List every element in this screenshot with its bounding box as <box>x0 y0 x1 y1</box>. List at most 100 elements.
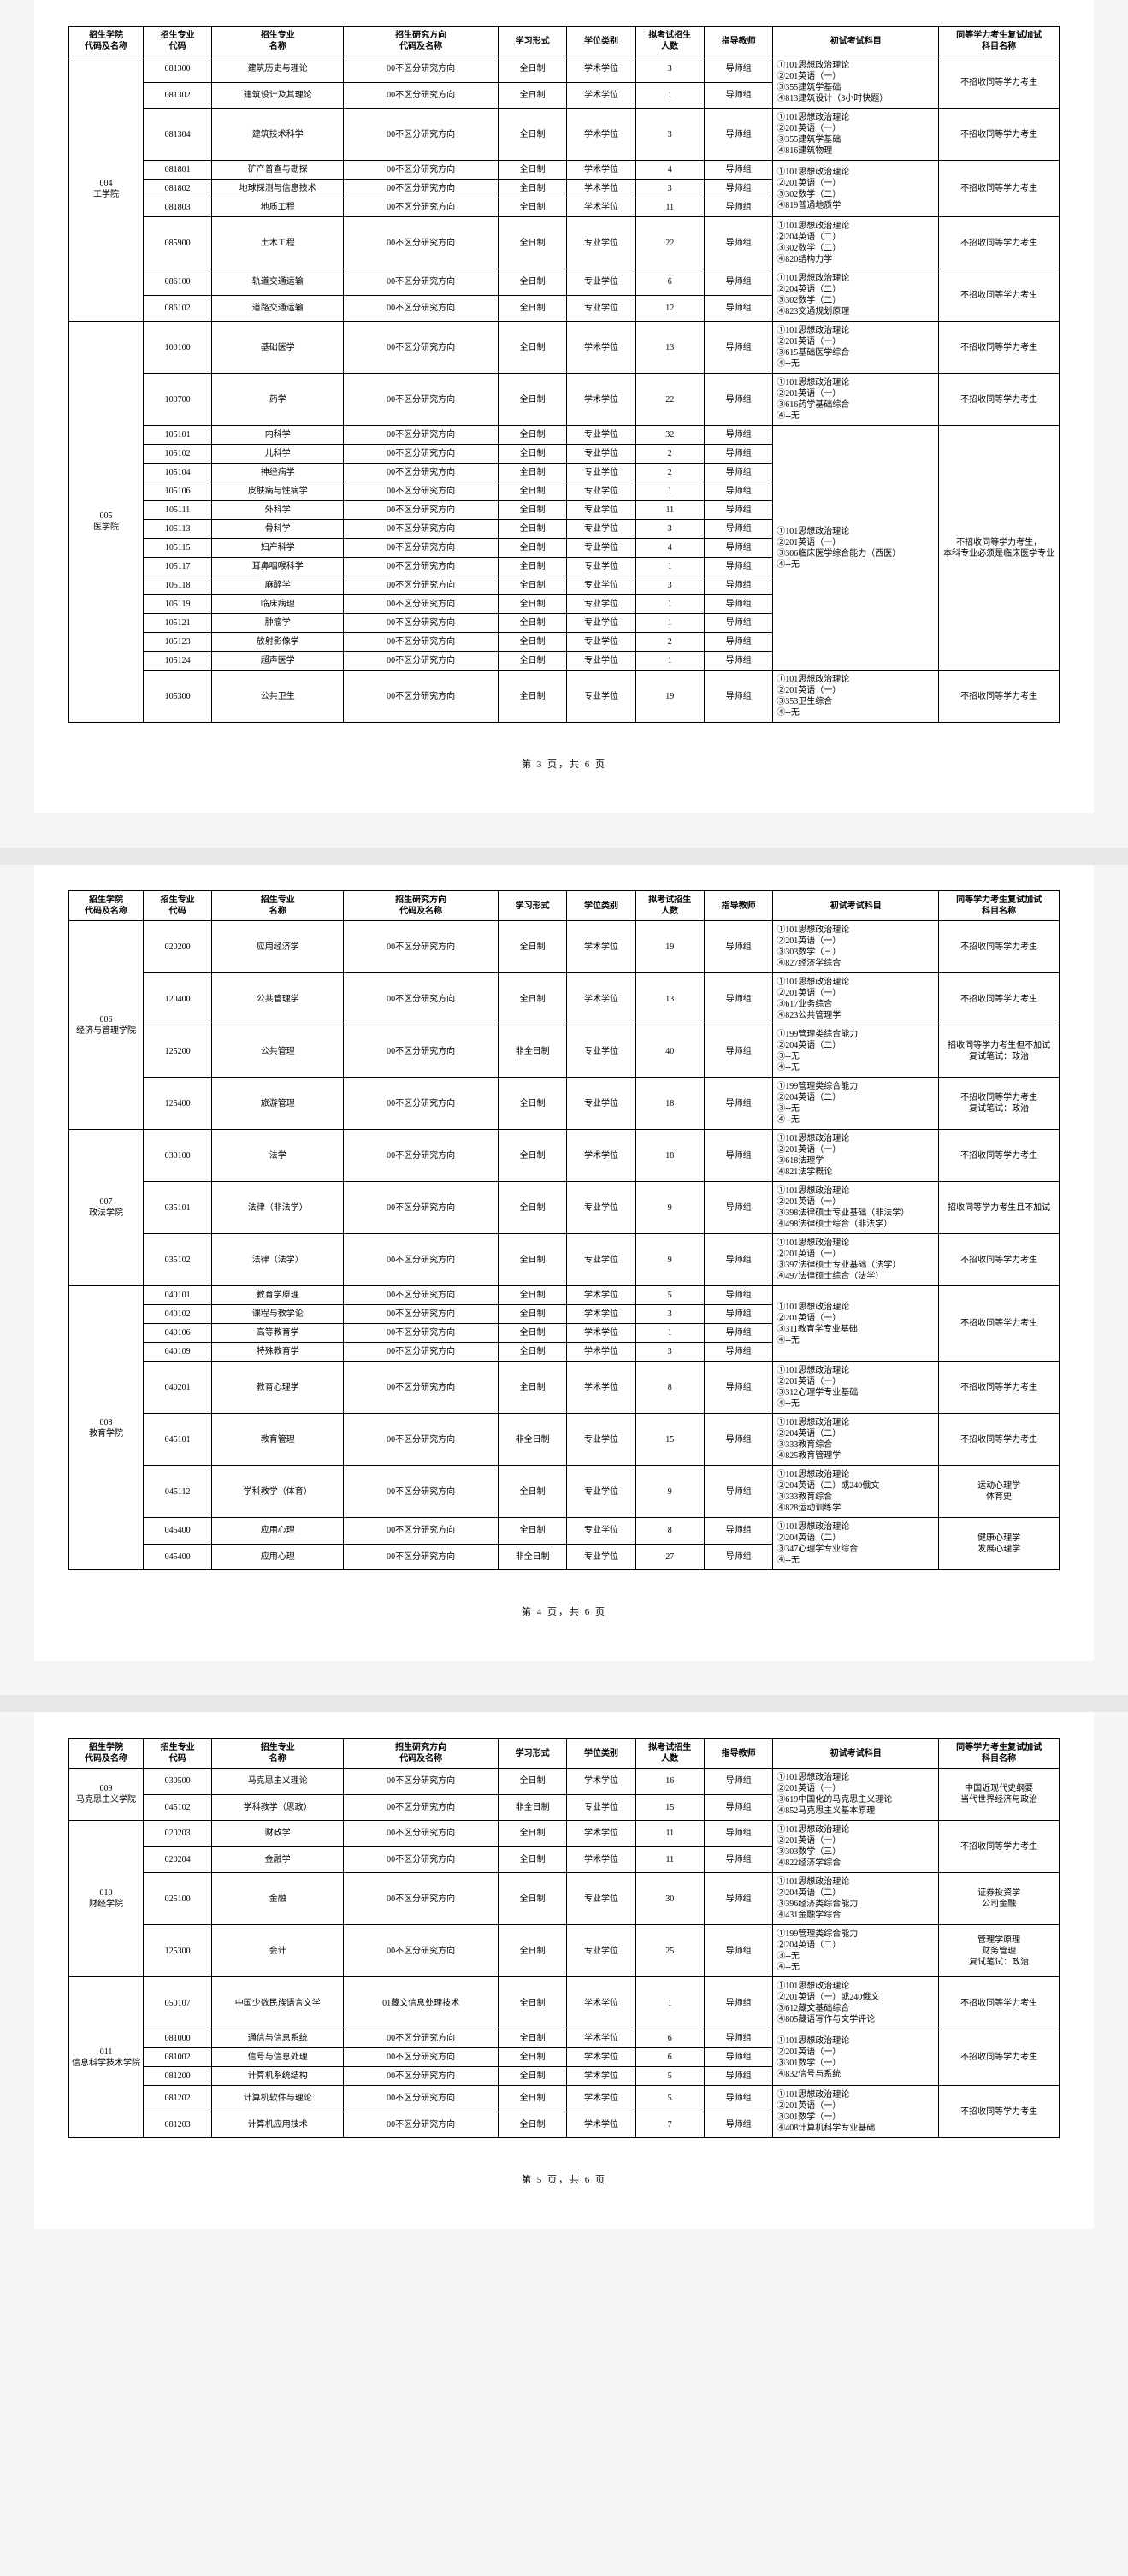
major-name: 财政学 <box>212 1821 344 1847</box>
direction: 00不区分研究方向 <box>344 633 499 652</box>
enroll-num: 12 <box>635 295 704 322</box>
major-name: 计算机软件与理论 <box>212 2086 344 2112</box>
direction: 00不区分研究方向 <box>344 1846 499 1873</box>
enroll-num: 1 <box>635 595 704 614</box>
note-cell: 不招收同等学力考生 <box>939 56 1060 109</box>
dept-cell: 008教育学院 <box>69 1286 144 1570</box>
major-name: 金融 <box>212 1873 344 1925</box>
major-code: 105119 <box>144 595 212 614</box>
enroll-num: 7 <box>635 2112 704 2138</box>
degree-type: 学术学位 <box>567 1977 635 2029</box>
note-cell: 不招收同等学力考生 <box>939 2086 1060 2138</box>
direction: 00不区分研究方向 <box>344 576 499 595</box>
study-form: 全日制 <box>499 1518 567 1545</box>
exam-subjects: ①101思想政治理论②201英语（一）或240俄文③612藏文基础综合④805藏… <box>773 1977 939 2029</box>
tutor: 导师组 <box>704 614 772 633</box>
study-form: 全日制 <box>499 501 567 520</box>
degree-type: 学术学位 <box>567 2112 635 2138</box>
page-footer: 第 5 页，共 6 页 <box>68 2172 1060 2186</box>
table-row: 007政法学院030100法学00不区分研究方向全日制学术学位18导师组①101… <box>69 1130 1060 1182</box>
direction: 00不区分研究方向 <box>344 614 499 633</box>
major-name: 建筑设计及其理论 <box>212 82 344 109</box>
degree-type: 专业学位 <box>567 652 635 671</box>
direction: 00不区分研究方向 <box>344 322 499 374</box>
degree-type: 学术学位 <box>567 973 635 1025</box>
study-form: 全日制 <box>499 295 567 322</box>
major-code: 086100 <box>144 269 212 296</box>
direction: 00不区分研究方向 <box>344 161 499 180</box>
direction: 00不区分研究方向 <box>344 1324 499 1343</box>
direction: 00不区分研究方向 <box>344 482 499 501</box>
note-cell: 不招收同等学力考生 <box>939 921 1060 973</box>
page: 招生学院代码及名称招生专业代码招生专业名称招生研究方向代码及名称学习形式学位类别… <box>34 0 1094 813</box>
enroll-num: 4 <box>635 539 704 558</box>
tutor: 导师组 <box>704 1362 772 1414</box>
page: 招生学院代码及名称招生专业代码招生专业名称招生研究方向代码及名称学习形式学位类别… <box>34 1712 1094 2229</box>
degree-type: 专业学位 <box>567 1925 635 1977</box>
direction: 00不区分研究方向 <box>344 558 499 576</box>
study-form: 全日制 <box>499 1130 567 1182</box>
note-cell: 不招收同等学力考生 <box>939 2029 1060 2086</box>
enroll-num: 6 <box>635 269 704 296</box>
major-name: 公共卫生 <box>212 671 344 723</box>
direction: 00不区分研究方向 <box>344 426 499 445</box>
degree-type: 专业学位 <box>567 520 635 539</box>
major-name: 神经病学 <box>212 464 344 482</box>
tutor: 导师组 <box>704 295 772 322</box>
column-header: 同等学力考生复试加试科目名称 <box>939 27 1060 56</box>
table-row: 011信息科学技术学院050107中国少数民族语言文学01藏文信息处理技术全日制… <box>69 1977 1060 2029</box>
dept-cell: 009马克思主义学院 <box>69 1769 144 1821</box>
major-name: 法学 <box>212 1130 344 1182</box>
tutor: 导师组 <box>704 161 772 180</box>
degree-type: 学术学位 <box>567 374 635 426</box>
exam-subjects: ①101思想政治理论②201英语（一）③311教育学专业基础④--无 <box>773 1286 939 1362</box>
enroll-num: 18 <box>635 1130 704 1182</box>
major-code: 040101 <box>144 1286 212 1305</box>
degree-type: 学术学位 <box>567 2029 635 2048</box>
direction: 00不区分研究方向 <box>344 180 499 198</box>
direction: 00不区分研究方向 <box>344 595 499 614</box>
degree-type: 专业学位 <box>567 1873 635 1925</box>
enroll-num: 11 <box>635 1846 704 1873</box>
degree-type: 学术学位 <box>567 180 635 198</box>
column-header: 初试考试科目 <box>773 27 939 56</box>
major-code: 040102 <box>144 1305 212 1324</box>
degree-type: 专业学位 <box>567 1078 635 1130</box>
degree-type: 专业学位 <box>567 1025 635 1078</box>
note-cell: 不招收同等学力考生 <box>939 161 1060 217</box>
table-row: 004工学院081300建筑历史与理论00不区分研究方向全日制学术学位3导师组①… <box>69 56 1060 83</box>
tutor: 导师组 <box>704 558 772 576</box>
note-cell: 招收同等学力考生但不加试复试笔试：政治 <box>939 1025 1060 1078</box>
enroll-num: 2 <box>635 633 704 652</box>
degree-type: 专业学位 <box>567 464 635 482</box>
direction: 00不区分研究方向 <box>344 973 499 1025</box>
direction: 01藏文信息处理技术 <box>344 1977 499 2029</box>
direction: 00不区分研究方向 <box>344 374 499 426</box>
degree-type: 学术学位 <box>567 1362 635 1414</box>
table-row: 025100金融00不区分研究方向全日制专业学位30导师组①101思想政治理论②… <box>69 1873 1060 1925</box>
major-name: 耳鼻咽喉科学 <box>212 558 344 576</box>
page-footer: 第 4 页，共 6 页 <box>68 1604 1060 1618</box>
study-form: 全日制 <box>499 633 567 652</box>
study-form: 全日制 <box>499 2086 567 2112</box>
column-header: 招生研究方向代码及名称 <box>344 27 499 56</box>
column-header: 学位类别 <box>567 1739 635 1769</box>
direction: 00不区分研究方向 <box>344 198 499 217</box>
direction: 00不区分研究方向 <box>344 217 499 269</box>
major-code: 105113 <box>144 520 212 539</box>
study-form: 全日制 <box>499 198 567 217</box>
major-code: 030100 <box>144 1130 212 1182</box>
table-row: 008教育学院040101教育学原理00不区分研究方向全日制学术学位5导师组①1… <box>69 1286 1060 1305</box>
enroll-num: 25 <box>635 1925 704 1977</box>
major-name: 教育管理 <box>212 1414 344 1466</box>
major-code: 100700 <box>144 374 212 426</box>
note-cell: 不招收同等学力考生复试笔试：政治 <box>939 1078 1060 1130</box>
major-name: 通信与信息系统 <box>212 2029 344 2048</box>
exam-subjects: ①101思想政治理论②204英语（二）③302数学（二）④820结构力学 <box>773 217 939 269</box>
enroll-num: 6 <box>635 2029 704 2048</box>
exam-subjects: ①101思想政治理论②201英语（一）③355建筑学基础④816建筑物理 <box>773 109 939 161</box>
major-name: 肿瘤学 <box>212 614 344 633</box>
column-header: 拟考试招生人数 <box>635 1739 704 1769</box>
direction: 00不区分研究方向 <box>344 1305 499 1324</box>
study-form: 全日制 <box>499 1343 567 1362</box>
